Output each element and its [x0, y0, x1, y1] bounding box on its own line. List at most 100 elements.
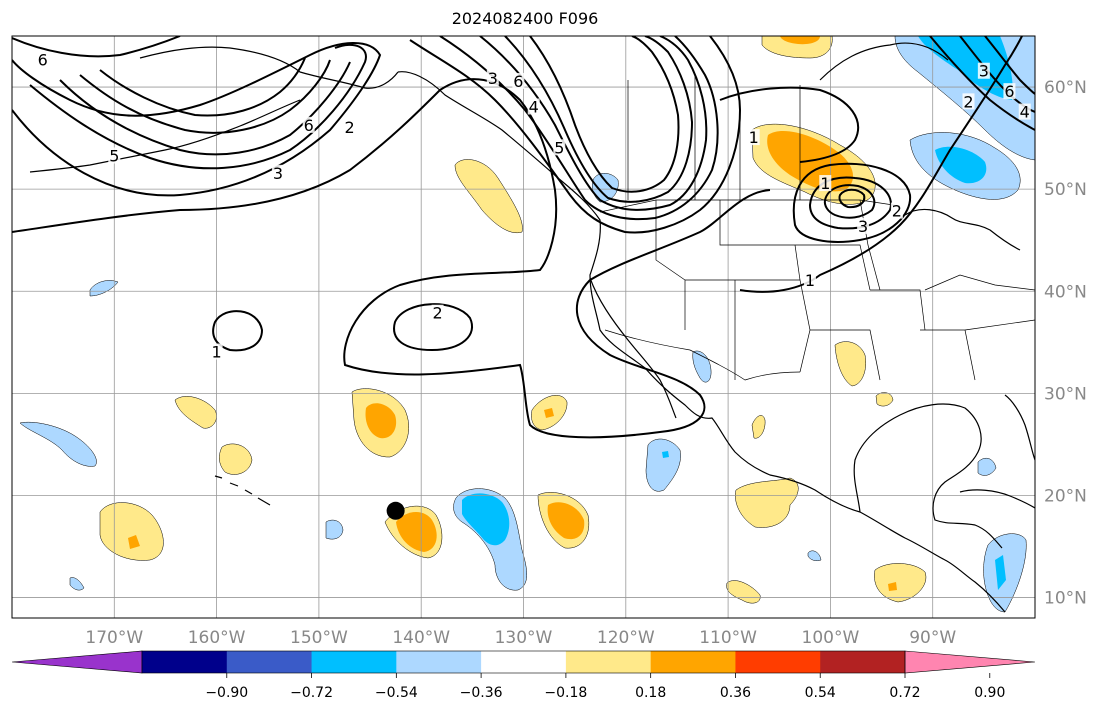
contour-label: 4 — [529, 97, 539, 116]
colorbar-segment — [481, 651, 567, 673]
contour-label-bg — [857, 217, 870, 234]
longitude-label: 160°W — [188, 628, 246, 648]
contour-line — [79, 59, 331, 134]
us-mexico-border — [604, 329, 801, 381]
longitude-label: 110°W — [699, 628, 757, 648]
positive-anomaly-region — [365, 403, 397, 439]
positive-anomaly-region — [544, 408, 554, 418]
contour-line — [212, 310, 264, 352]
positive-anomaly-region — [219, 443, 253, 475]
positive-anomaly-region — [454, 159, 523, 234]
contour-line — [59, 61, 351, 156]
contour-label: 6 — [513, 72, 523, 91]
contour-line — [409, 36, 742, 234]
north-america-coastline — [397, 71, 1006, 613]
contour-line — [29, 43, 367, 170]
positive-anomaly-region — [128, 535, 140, 549]
contour-line — [838, 188, 866, 209]
positive-anomaly-region — [888, 582, 897, 591]
colorbar-segment — [820, 651, 906, 673]
coastline-borders — [29, 42, 1035, 613]
black-dot-icon — [386, 501, 405, 520]
negative-anomaly-region — [89, 280, 119, 297]
contour-label-bg — [553, 139, 566, 156]
colorbar-segment — [565, 651, 652, 673]
positive-anomaly-region — [99, 502, 164, 561]
negative-anomaly-region — [19, 422, 97, 467]
contour-label-bg — [1003, 83, 1016, 100]
gulf-of-mexico-coastline — [853, 403, 1003, 549]
contour-label-bg — [108, 147, 121, 164]
contour-label-bg — [271, 164, 284, 181]
colorbar-segments — [11, 650, 1036, 674]
state-country-borders — [599, 75, 1035, 381]
contour-label: 5 — [554, 138, 564, 157]
us-state-borders — [655, 199, 1035, 381]
positive-anomaly-region — [396, 511, 437, 552]
latitude-tick-labels: 10°N 20°N 30°N 40°N 50°N 60°N — [1044, 78, 1087, 609]
latitude-label: 50°N — [1044, 180, 1087, 200]
colorbar-tick-label: 0.18 — [635, 685, 666, 701]
colorbar-segment — [226, 651, 313, 673]
contour-label-bg — [343, 118, 356, 135]
hawaiian-islands — [214, 475, 271, 506]
colorbar-tick-label: 0.90 — [974, 685, 1005, 701]
map-title: 2024082400 F096 — [451, 9, 599, 28]
contour-line — [529, 36, 680, 193]
contour-label: 6 — [1004, 82, 1014, 101]
contour-line — [12, 78, 771, 439]
positive-anomaly-region — [874, 563, 927, 603]
positive-anomaly-region — [780, 36, 820, 45]
positive-anomaly-region — [174, 396, 217, 429]
contour-label: 4 — [1020, 103, 1030, 122]
map-frame — [11, 35, 1036, 619]
contour-line — [99, 57, 306, 117]
contour-line — [823, 184, 876, 219]
negative-anomaly-region — [977, 457, 997, 476]
longitude-label: 130°W — [495, 628, 553, 648]
negative-anomaly-region — [692, 350, 712, 383]
colorbar-tick-labels: −0.90 −0.72 −0.54 −0.36 −0.18 0.18 0.36 0.54 0.7… — [205, 673, 1005, 701]
contour-label: 6 — [304, 116, 314, 135]
contour-line — [439, 36, 719, 221]
positive-anomaly-region — [834, 341, 866, 387]
contour-label-bg — [890, 202, 903, 219]
contour-label: 2 — [963, 92, 973, 111]
colorbar-tick-label: −0.36 — [460, 685, 503, 701]
latitude-label: 10°N — [1044, 589, 1087, 609]
negative-anomaly-region — [645, 438, 681, 492]
alaska-coastline — [139, 46, 399, 89]
contour-label: 3 — [858, 217, 868, 236]
longitude-label: 100°W — [802, 628, 860, 648]
negative-anomaly-region — [995, 555, 1006, 590]
colorbar-segment — [311, 651, 397, 673]
cuba-coastline — [959, 489, 1035, 509]
colorbar-tick-label: 0.54 — [805, 685, 836, 701]
alaska-peninsula-coastline — [29, 99, 301, 173]
longitude-label: 150°W — [290, 628, 348, 648]
negative-anomaly-region — [807, 550, 822, 562]
contour-line — [479, 36, 708, 211]
contour-label: 6 — [38, 51, 48, 70]
contour-line — [929, 36, 1035, 131]
contour-label: 1 — [749, 128, 759, 147]
contour-label-bg — [977, 62, 990, 79]
colorbar-tick-label: −0.72 — [290, 685, 333, 701]
contour-label: 1 — [820, 174, 830, 193]
longitude-label: 90°W — [909, 628, 956, 648]
contour-label-bg — [803, 272, 816, 289]
latitude-label: 20°N — [1044, 486, 1087, 506]
contour-label: 2 — [892, 202, 902, 221]
contour-line — [984, 36, 1035, 95]
contour-label-bg — [210, 343, 223, 360]
contour-label: 2 — [432, 304, 442, 323]
baja-california-coastline — [589, 277, 677, 419]
longitude-label: 140°W — [392, 628, 450, 648]
negative-anomaly-region — [325, 519, 344, 540]
contour-label: 3 — [979, 62, 989, 81]
contour-line — [719, 86, 860, 163]
contour-label-bg — [962, 93, 975, 110]
colorbar-frame — [141, 650, 906, 674]
